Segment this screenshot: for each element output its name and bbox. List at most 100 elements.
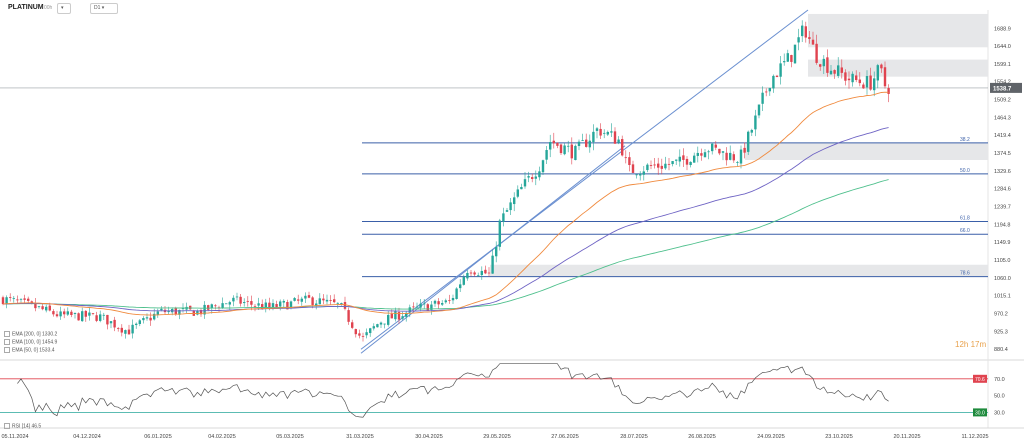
- candle: [538, 166, 541, 181]
- candle-body: [127, 329, 131, 335]
- candle: [383, 323, 386, 329]
- candle-body: [837, 65, 840, 76]
- candle: [351, 319, 354, 330]
- candle: [815, 34, 818, 65]
- candle-body: [297, 299, 300, 301]
- candle: [603, 129, 606, 139]
- legend-rsi[interactable]: RSI [14] 46.5: [4, 423, 41, 429]
- candle: [657, 157, 660, 175]
- candle-body: [12, 298, 15, 299]
- candle: [678, 149, 681, 167]
- candle: [851, 71, 854, 87]
- candle-body: [142, 318, 145, 321]
- candle: [433, 299, 437, 307]
- checkbox-icon[interactable]: [4, 423, 10, 429]
- candle-body: [271, 303, 275, 308]
- symbol-dropdown-button[interactable]: ▾: [57, 3, 71, 14]
- last-price-label: 1538.7: [993, 86, 1012, 92]
- candle: [498, 218, 501, 251]
- candle-body: [772, 75, 775, 89]
- checkbox-icon[interactable]: [4, 347, 10, 353]
- candle: [531, 173, 534, 183]
- candle: [336, 302, 339, 309]
- candle-body: [757, 104, 761, 116]
- candle-body: [664, 163, 667, 169]
- candle-body: [801, 25, 804, 37]
- candle-body: [603, 132, 606, 134]
- candle: [379, 321, 383, 329]
- candle: [5, 295, 8, 309]
- candle-body: [455, 288, 458, 299]
- candle-body: [250, 301, 253, 305]
- trend-line-lower: [360, 145, 626, 354]
- candle: [354, 328, 357, 338]
- candle-body: [225, 303, 228, 305]
- rsi-value: 46.5: [31, 423, 42, 430]
- candle-body: [102, 314, 105, 316]
- candle-body: [232, 297, 235, 302]
- legend-ema-100[interactable]: EMA [100, 0] 1454.9: [4, 339, 57, 346]
- candle-body: [77, 313, 80, 321]
- candle-body: [293, 298, 296, 301]
- candle-body: [833, 70, 836, 74]
- candle-body: [160, 308, 163, 311]
- candle: [419, 298, 422, 312]
- candle-body: [138, 320, 141, 325]
- candle: [127, 324, 131, 335]
- candle: [444, 298, 447, 304]
- candle-body: [300, 298, 303, 302]
- candle: [412, 302, 415, 313]
- legend-ema-200[interactable]: EMA [200, 0] 1330.2: [4, 331, 57, 338]
- candle: [124, 329, 127, 339]
- candle-body: [343, 302, 347, 309]
- candle-body: [657, 163, 660, 168]
- candle: [113, 316, 116, 332]
- candle-body: [113, 319, 116, 328]
- candle: [635, 173, 638, 179]
- candle-body: [243, 302, 246, 304]
- candle: [703, 148, 707, 158]
- candle-body: [570, 144, 573, 159]
- candle-body: [585, 139, 588, 147]
- candle-body: [880, 64, 883, 69]
- candle-body: [545, 150, 548, 160]
- candle-body: [862, 84, 865, 89]
- candle: [664, 156, 667, 170]
- interval-dropdown-button[interactable]: D1 ▾: [90, 3, 118, 14]
- candle: [52, 309, 55, 317]
- date-tick-label: 04.02.2025: [208, 434, 236, 440]
- candle: [225, 303, 228, 305]
- candle: [329, 295, 332, 305]
- checkbox-icon[interactable]: [4, 339, 10, 345]
- candle: [473, 270, 476, 277]
- candle-body: [351, 322, 354, 328]
- legend-value: 1533.4: [39, 347, 55, 354]
- candle-body: [714, 144, 717, 148]
- candle-body: [253, 305, 257, 307]
- checkbox-icon[interactable]: [4, 331, 10, 337]
- legend-ema-50[interactable]: EMA [50, 0] 1533.4: [4, 347, 55, 354]
- candle-body: [466, 272, 469, 279]
- candle-body: [181, 308, 185, 310]
- candle-body: [390, 313, 393, 319]
- candle-body: [9, 297, 12, 298]
- candlestick-series: [1, 20, 890, 342]
- candle: [761, 86, 764, 111]
- candle-body: [325, 299, 329, 302]
- candle: [9, 293, 12, 302]
- candle: [509, 198, 512, 215]
- symbol-name[interactable]: PLATINUM: [8, 4, 44, 11]
- zone-rect: [808, 59, 988, 77]
- price-tick-label: 1374.5: [994, 151, 1011, 157]
- candle: [109, 321, 113, 329]
- candle: [642, 165, 645, 181]
- price-tick-label: 1419.4: [994, 133, 1011, 139]
- rsi-oversold-tag: [973, 408, 987, 417]
- candle: [469, 270, 473, 277]
- candle-body: [498, 220, 501, 247]
- candle: [448, 294, 451, 304]
- candle: [347, 307, 350, 325]
- candle-body: [178, 309, 181, 315]
- candle-body: [556, 142, 559, 146]
